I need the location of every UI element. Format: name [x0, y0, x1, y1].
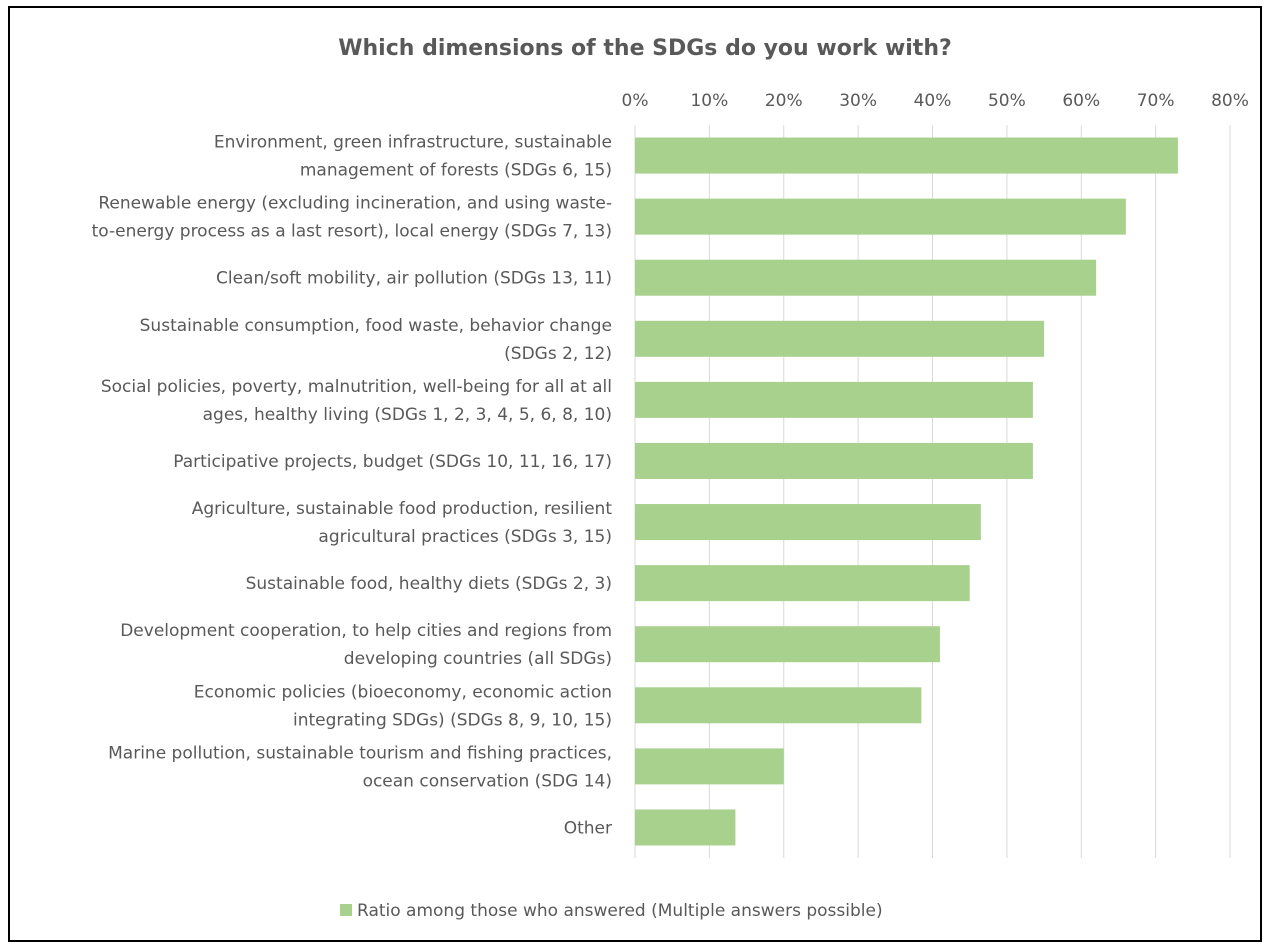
x-tick-label: 30%	[839, 91, 877, 111]
legend: Ratio among those who answered (Multiple…	[340, 901, 883, 921]
category-label-line: Development cooperation, to help cities …	[120, 621, 612, 641]
x-tick-label: 50%	[988, 91, 1026, 111]
bar	[635, 137, 1178, 174]
category-label-line: (SDGs 2, 12)	[504, 344, 612, 364]
bar	[635, 748, 784, 785]
bar	[635, 442, 1033, 479]
category-label-line: Sustainable food, healthy diets (SDGs 2,…	[246, 574, 612, 594]
bar	[635, 198, 1126, 235]
bar	[635, 381, 1033, 418]
category-label: Agriculture, sustainable food production…	[192, 499, 613, 547]
category-label: Sustainable consumption, food waste, beh…	[140, 316, 612, 364]
x-tick-label: 10%	[690, 91, 728, 111]
bars	[635, 137, 1178, 846]
x-tick-label: 60%	[1062, 91, 1100, 111]
x-tick-label: 80%	[1211, 91, 1249, 111]
category-label-line: integrating SDGs) (SDGs 8, 9, 10, 15)	[293, 710, 612, 730]
category-labels: Environment, green infrastructure, susta…	[92, 133, 613, 839]
legend-label: Ratio among those who answered (Multiple…	[357, 901, 883, 921]
category-label: Participative projects, budget (SDGs 10,…	[173, 452, 612, 472]
bar	[635, 687, 922, 724]
category-label: Renewable energy (excluding incineration…	[92, 194, 612, 242]
bar	[635, 565, 970, 602]
category-label-line: management of forests (SDGs 6, 15)	[300, 161, 612, 181]
category-label: Clean/soft mobility, air pollution (SDGs…	[216, 269, 612, 289]
category-label-line: Agriculture, sustainable food production…	[192, 499, 613, 519]
category-label-line: ages, healthy living (SDGs 1, 2, 3, 4, 5…	[203, 405, 612, 425]
category-label-line: Social policies, poverty, malnutrition, …	[101, 377, 612, 397]
category-label-line: agricultural practices (SDGs 3, 15)	[318, 527, 612, 547]
category-label-line: to-energy process as a last resort), loc…	[92, 222, 612, 242]
category-label-line: developing countries (all SDGs)	[344, 649, 612, 669]
x-tick-label: 20%	[765, 91, 803, 111]
category-label: Social policies, poverty, malnutrition, …	[101, 377, 612, 425]
category-label: Economic policies (bioeconomy, economic …	[194, 682, 612, 730]
bar	[635, 504, 981, 541]
x-tick-label: 40%	[914, 91, 952, 111]
category-label: Other	[564, 818, 612, 838]
bar	[635, 320, 1045, 357]
legend-swatch	[340, 904, 352, 916]
category-label: Development cooperation, to help cities …	[120, 621, 612, 669]
bar	[635, 626, 940, 663]
category-label-line: ocean conservation (SDG 14)	[363, 771, 612, 791]
chart-title: Which dimensions of the SDGs do you work…	[338, 36, 952, 61]
category-label: Marine pollution, sustainable tourism an…	[108, 743, 612, 791]
category-label: Sustainable food, healthy diets (SDGs 2,…	[246, 574, 612, 594]
bar	[635, 809, 736, 846]
category-label-line: Marine pollution, sustainable tourism an…	[108, 743, 612, 763]
category-label-line: Other	[564, 818, 612, 838]
x-axis-tick-labels: 0% 10% 20% 30% 40% 50% 60% 70% 80%	[622, 91, 1249, 111]
x-tick-label: 70%	[1137, 91, 1175, 111]
bar	[635, 259, 1097, 296]
x-tick-label: 0%	[622, 91, 649, 111]
category-label-line: Clean/soft mobility, air pollution (SDGs…	[216, 269, 612, 289]
category-label-line: Environment, green infrastructure, susta…	[214, 133, 612, 153]
category-label-line: Economic policies (bioeconomy, economic …	[194, 682, 612, 702]
category-label: Environment, green infrastructure, susta…	[214, 133, 612, 181]
category-label-line: Sustainable consumption, food waste, beh…	[140, 316, 612, 336]
category-label-line: Renewable energy (excluding incineration…	[98, 194, 612, 214]
gridlines	[634, 125, 1231, 858]
category-label-line: Participative projects, budget (SDGs 10,…	[173, 452, 612, 472]
